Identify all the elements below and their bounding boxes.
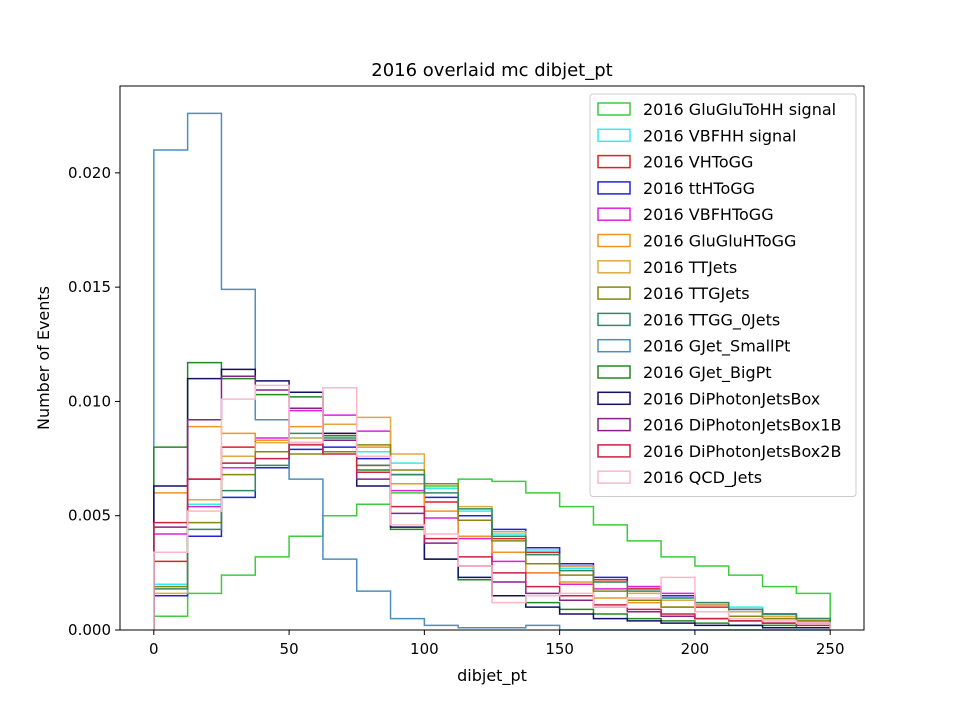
- legend-entry: 2016 GluGluToHH signal: [643, 100, 836, 119]
- legend-entry: 2016 VBFHToGG: [643, 205, 774, 224]
- series-step-8: [153, 432, 831, 630]
- x-axis: 0 50 100 150 200 250: [149, 630, 845, 658]
- axes-frame: [119, 85, 865, 631]
- legend-swatch: [597, 312, 631, 327]
- legend-entry: 2016 DiPhotonJetsBox1B: [643, 416, 841, 435]
- legend-entry: 2016 TTJets: [643, 258, 737, 277]
- y-axis-label: Number of Events: [34, 286, 53, 430]
- legend-entry: 2016 TTGG_0Jets: [643, 310, 780, 330]
- legend-entry: 2016 QCD_Jets: [643, 468, 762, 488]
- legend-swatch: [597, 154, 631, 169]
- legend-swatch: [597, 338, 631, 353]
- legend-swatch: [597, 260, 631, 274]
- legend-swatch: [597, 286, 631, 300]
- x-tick-label: 0: [149, 640, 159, 658]
- x-tick-label: 150: [545, 640, 574, 658]
- series-step-11: [153, 368, 831, 630]
- legend-swatch: [597, 181, 631, 195]
- legend-entry: 2016 VBFHH signal: [643, 126, 796, 145]
- legend-entry: 2016 DiPhotonJetsBox: [643, 389, 820, 408]
- legend-entry: 2016 GJet_BigPt: [643, 363, 772, 383]
- x-tick-label: 100: [410, 640, 439, 658]
- legend-swatch: [597, 417, 631, 432]
- legend-swatch: [597, 128, 631, 143]
- y-tick-label: 0.020: [68, 164, 111, 182]
- legend: 2016 GluGluToHH signal 2016 VBFHH signal 2…: [589, 93, 857, 497]
- legend-swatch: [597, 444, 631, 458]
- legend-swatch: [597, 207, 631, 221]
- legend-entry: 2016 ttHToGG: [643, 179, 755, 198]
- series-step-0: [153, 478, 831, 630]
- legend-entry: 2016 GJet_SmallPt: [643, 337, 790, 357]
- x-tick-label: 200: [681, 640, 710, 658]
- chart-title: 2016 overlaid mc dibjet_pt: [371, 60, 612, 81]
- x-tick-label: 50: [280, 640, 299, 658]
- y-tick-label: 0.010: [68, 392, 111, 410]
- legend-entry: 2016 DiPhotonJetsBox2B: [643, 442, 841, 461]
- legend-swatch: [597, 365, 631, 379]
- legend-swatch: [597, 391, 631, 406]
- y-tick-label: 0.005: [68, 507, 111, 525]
- legend-swatch: [597, 233, 631, 248]
- x-tick-label: 250: [816, 640, 845, 658]
- x-axis-label: dibjet_pt: [457, 666, 527, 686]
- series-step-14: [153, 384, 831, 630]
- legend-swatch: [597, 102, 631, 116]
- legend-entry: 2016 TTGJets: [643, 284, 750, 303]
- legend-entry: 2016 VHToGG: [643, 153, 753, 172]
- legend-box: [589, 93, 857, 497]
- legend-entry: 2016 GluGluHToGG: [643, 232, 796, 251]
- y-axis: 0.000 0.005 0.010 0.015 0.020: [68, 164, 120, 639]
- legend-swatch: [597, 470, 631, 484]
- y-tick-label: 0.015: [68, 278, 111, 296]
- y-tick-label: 0.000: [68, 621, 111, 639]
